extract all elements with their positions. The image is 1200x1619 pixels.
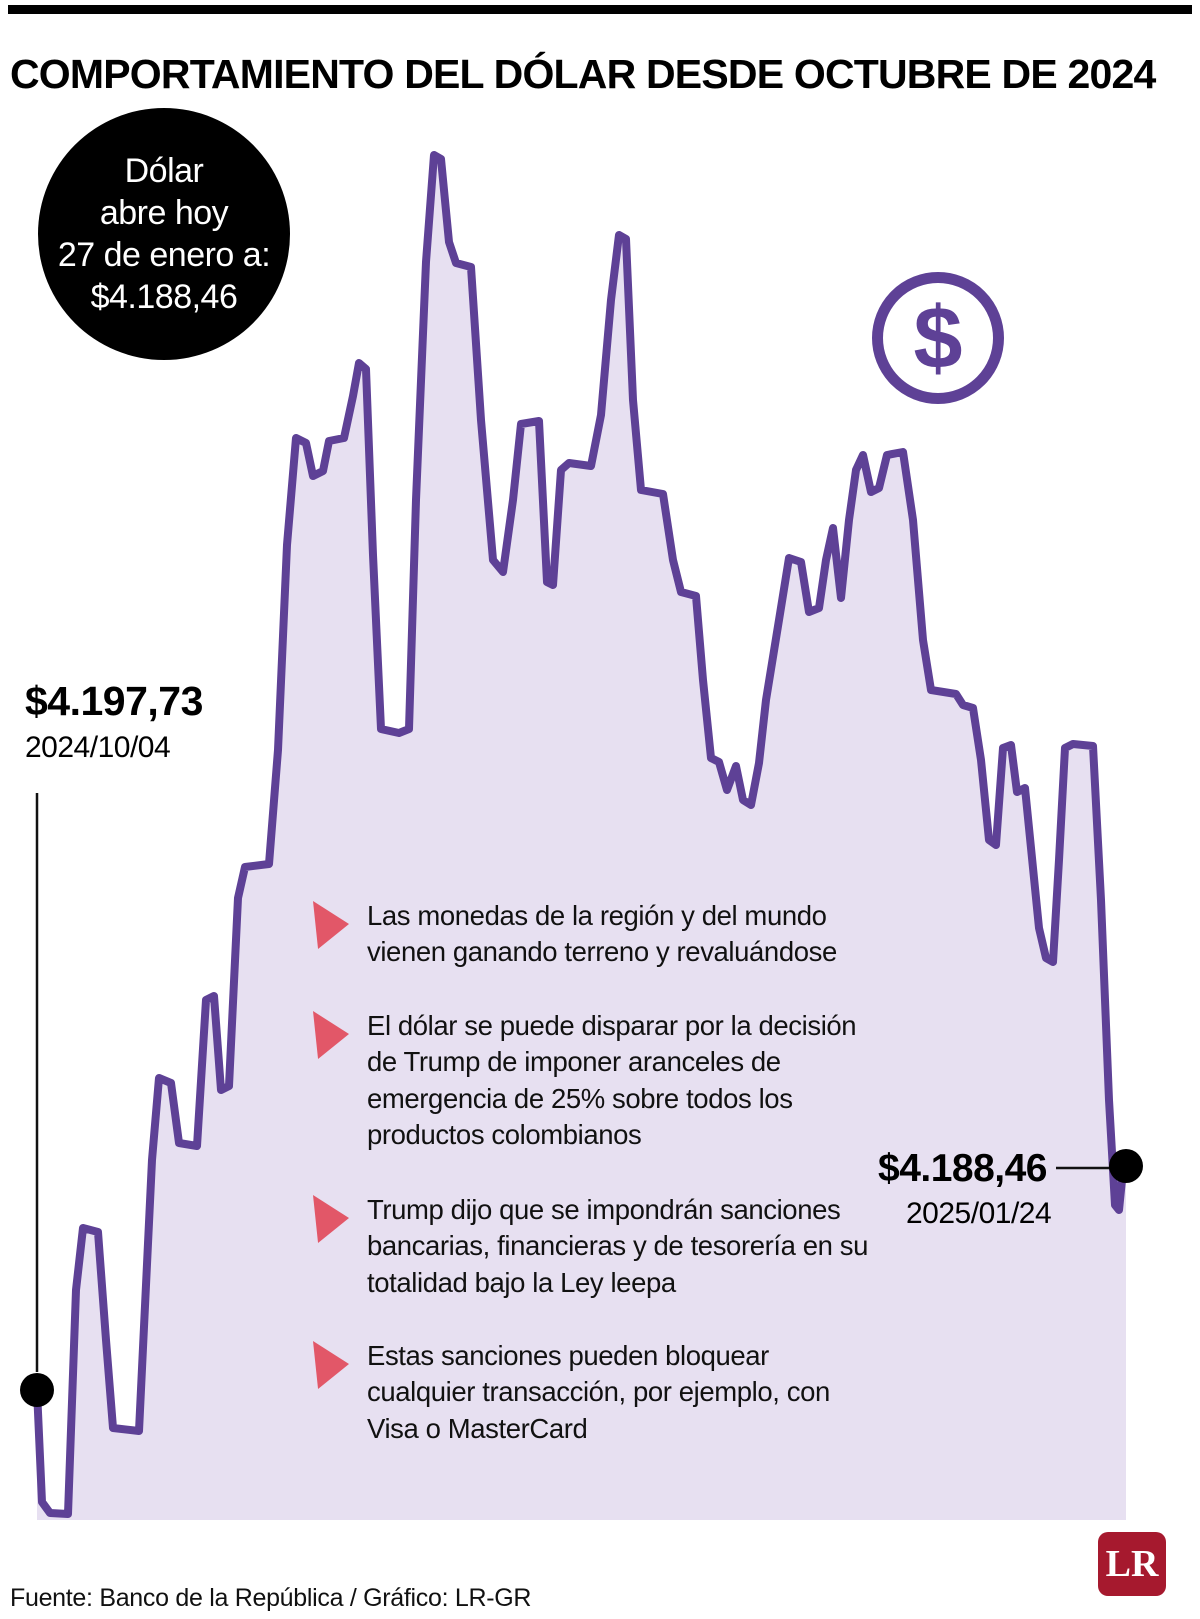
opening-price-badge: Dólar abre hoy 27 de enero a: $4.188,46	[38, 108, 290, 360]
badge-line: abre hoy	[99, 193, 229, 232]
bullet-item: Estas sanciones pueden bloquear cualquie…	[313, 1338, 883, 1447]
bullet-item: Las monedas de la región y del mundo vie…	[313, 898, 883, 971]
arrow-right-icon	[313, 901, 349, 949]
lr-logo-text: LR	[1105, 1543, 1159, 1585]
end-value-label: $4.188,46	[878, 1147, 1048, 1190]
top-rule	[8, 5, 1192, 14]
bullet-text: El dólar se puede disparar por la decisi…	[367, 1010, 857, 1150]
chart-line	[33, 151, 1130, 1518]
end-dot	[1109, 1149, 1143, 1183]
lr-logo: LR	[1098, 1532, 1166, 1596]
badge-line: Dólar	[124, 151, 204, 190]
dollar-icon: $	[872, 272, 1004, 404]
start-dot	[20, 1373, 54, 1407]
bullet-text: Estas sanciones pueden bloquear cualquie…	[367, 1340, 830, 1444]
bullet-text: Trump dijo que se impondrán sanciones ba…	[367, 1194, 869, 1298]
bullet-item: El dólar se puede disparar por la decisi…	[313, 1008, 883, 1153]
start-date-label: 2024/10/04	[25, 731, 171, 764]
dollar-glyph: $	[913, 288, 963, 387]
arrow-right-icon	[313, 1341, 349, 1389]
arrow-right-icon	[313, 1011, 349, 1059]
end-date-label: 2025/01/24	[906, 1197, 1052, 1230]
start-value-label: $4.197,73	[25, 678, 203, 724]
page-title: COMPORTAMIENTO DEL DÓLAR DESDE OCTUBRE D…	[10, 51, 1156, 98]
bullet-item: Trump dijo que se impondrán sanciones ba…	[313, 1192, 883, 1301]
badge-line: 27 de enero a:	[57, 236, 271, 274]
badge-line: $4.188,46	[90, 278, 238, 317]
arrow-right-icon	[313, 1195, 349, 1243]
source-credit: Fuente: Banco de la República / Gráfico:…	[10, 1584, 532, 1612]
bullet-text: Las monedas de la región y del mundo vie…	[367, 900, 837, 968]
